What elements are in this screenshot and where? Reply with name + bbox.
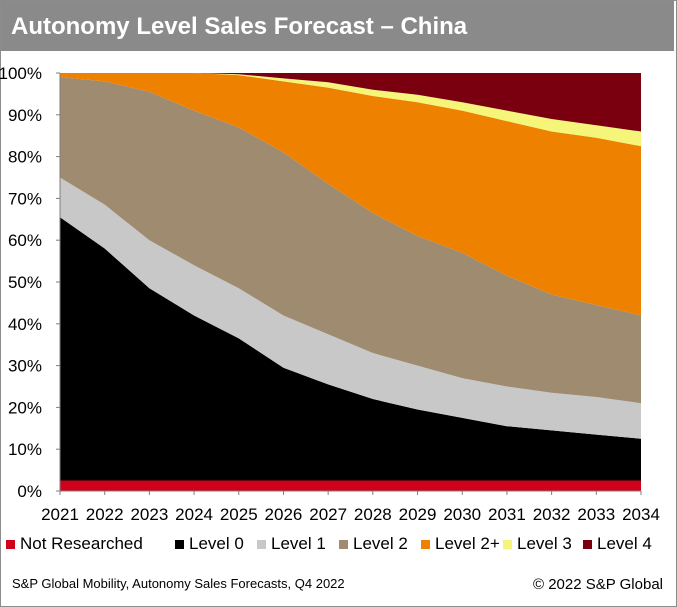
x-tick-label: 2026 [265,505,303,524]
x-tick-label: 2021 [41,505,79,524]
y-tick-label: 30% [8,357,42,376]
y-tick-label: 60% [8,231,42,250]
area-series-level-1 [60,177,641,439]
legend-label: Level 4 [597,534,652,553]
legend-label: Level 1 [271,534,326,553]
legend-item: Level 2+ [421,534,500,554]
area-series-level-3 [60,73,641,147]
x-tick-label: 2027 [309,505,347,524]
legend-item: Level 1 [257,534,326,554]
legend-swatch [339,539,348,549]
x-tick-label: 2023 [130,505,168,524]
chart-legend: Not Researched Level 0 Level 1 Level 2 Level… [6,534,671,556]
y-tick-label: 80% [8,148,42,167]
y-tick-label: 0% [17,482,42,501]
x-tick-label: 2030 [443,505,481,524]
legend-swatch [583,539,592,549]
legend-label: Level 0 [189,534,244,553]
x-tick-label: 2024 [175,505,213,524]
area-series-level-2 [60,77,641,404]
legend-swatch [421,539,430,549]
x-tick-label: 2022 [86,505,124,524]
copyright-note: © 2022 S&P Global [532,576,663,593]
legend-swatch [257,539,266,549]
y-tick-label: 100% [0,64,42,83]
legend-swatch [6,539,15,549]
x-tick-label: 2029 [399,505,437,524]
legend-label: Not Researched [20,534,143,553]
x-tick-label: 2025 [220,505,258,524]
x-tick-label: 2033 [577,505,615,524]
x-tick-label: 2034 [622,505,660,524]
legend-item: Level 2 [339,534,408,554]
title-bar: Autonomy Level Sales Forecast – China [1,1,674,51]
legend-label: Level 3 [517,534,572,553]
y-tick-label: 20% [8,398,42,417]
x-tick-label: 2032 [533,505,571,524]
y-tick-label: 70% [8,189,42,208]
area-series-level-4 [60,73,641,132]
legend-swatch [503,539,512,549]
source-note: S&P Global Mobility, Autonomy Sales Fore… [12,576,345,591]
legend-label: Level 2 [353,534,408,553]
y-tick-label: 90% [8,106,42,125]
y-tick-label: 10% [8,440,42,459]
x-tick-label: 2031 [488,505,526,524]
area-series-level-2- [60,73,641,316]
legend-item: Not Researched [6,534,143,554]
y-tick-label: 50% [8,273,42,292]
legend-swatch [175,539,184,549]
y-tick-label: 40% [8,315,42,334]
x-tick-label: 2028 [354,505,392,524]
chart-title: Autonomy Level Sales Forecast – China [11,13,468,40]
legend-item: Level 4 [583,534,652,554]
legend-item: Level 3 [503,534,572,554]
area-series-not-researched [60,480,641,491]
legend-label: Level 2+ [435,534,500,553]
legend-item: Level 0 [175,534,244,554]
area-series-level-0 [60,217,641,481]
